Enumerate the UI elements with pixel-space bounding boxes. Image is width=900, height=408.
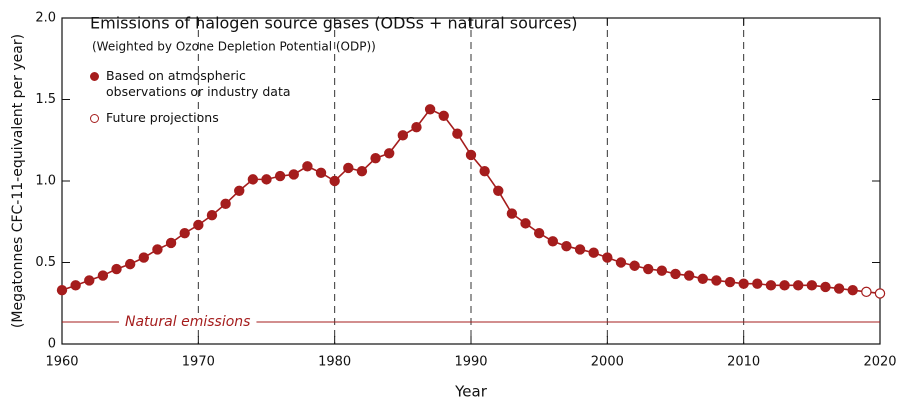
data-point [711,275,722,286]
data-point [179,227,190,239]
data-point [588,247,599,258]
data-point [343,162,354,174]
x-tick-label: 1970 [182,355,215,370]
data-point [370,152,381,164]
data-point [656,265,668,276]
data-point [138,252,149,263]
x-tick-label: 2020 [863,355,896,370]
y-axis-label: (Megatonnes CFC-11-equivalent per year) [10,34,26,328]
data-point [547,236,559,247]
data-point [765,280,777,291]
data-point [670,268,681,280]
data-point [615,257,627,268]
x-axis-label: Year [454,383,488,401]
data-point [479,166,490,177]
data-point [220,198,231,210]
data-point [424,104,436,115]
data-point [629,260,640,271]
chart-subtitle: (Weighted by Ozone Depletion Potential (… [92,40,376,54]
data-point [493,185,504,196]
reference-label-bg [119,313,257,330]
data-point [302,161,313,172]
data-point [247,174,259,185]
data-point [165,237,177,249]
data-point [697,273,708,284]
data-point [574,244,586,255]
data-point [833,283,845,294]
data-point [533,227,545,239]
data-point [820,281,831,293]
data-point [315,167,327,179]
data-point [806,280,818,291]
data-point [397,130,409,141]
data-point [193,219,204,231]
data-point [97,270,109,281]
data-point [561,240,572,252]
x-tick-label: 1960 [45,355,78,370]
data-point [520,218,531,229]
data-point [70,280,81,291]
data-point [56,285,68,296]
x-tick-label: 1980 [318,355,351,370]
legend-marker [90,114,99,123]
data-point [752,278,763,289]
data-point [288,169,299,180]
data-point [602,252,613,263]
data-point [356,166,368,177]
y-tick-label: 2.0 [35,11,56,26]
data-point [738,278,749,289]
data-point [847,285,858,296]
legend-label: Future projections [106,110,219,125]
data-point [274,170,286,182]
data-point [124,258,136,270]
plot-frame [61,17,881,345]
data-point [452,128,463,139]
legend-marker [90,72,99,81]
x-tick-label: 2010 [727,355,760,370]
data-point [411,122,422,133]
data-point [643,263,654,275]
reference-label: Natural emissions [125,314,250,330]
y-tick-label: 0 [48,337,56,352]
data-point [84,275,95,286]
y-tick-label: 0.5 [35,255,56,270]
legend-label: Based on atmospheric observations or ind… [106,68,291,99]
data-point [438,110,449,122]
data-point [465,149,477,161]
data-point [111,263,122,275]
x-tick-label: 2000 [591,355,624,370]
data-point [152,244,163,255]
data-point [206,210,218,221]
data-point [261,174,272,185]
data-point [329,175,340,187]
data-point [234,185,245,196]
data-point [779,280,790,291]
chart-title: Emissions of halogen source gases (ODSs … [90,14,578,33]
data-point [793,280,804,291]
y-tick-label: 1.0 [35,174,56,189]
data-point [861,286,872,298]
data-point [683,270,695,281]
data-point [874,288,886,299]
data-point [384,148,395,159]
y-tick-label: 1.5 [35,92,56,107]
data-point [724,276,736,288]
data-point [506,208,518,219]
x-tick-label: 1990 [454,355,487,370]
